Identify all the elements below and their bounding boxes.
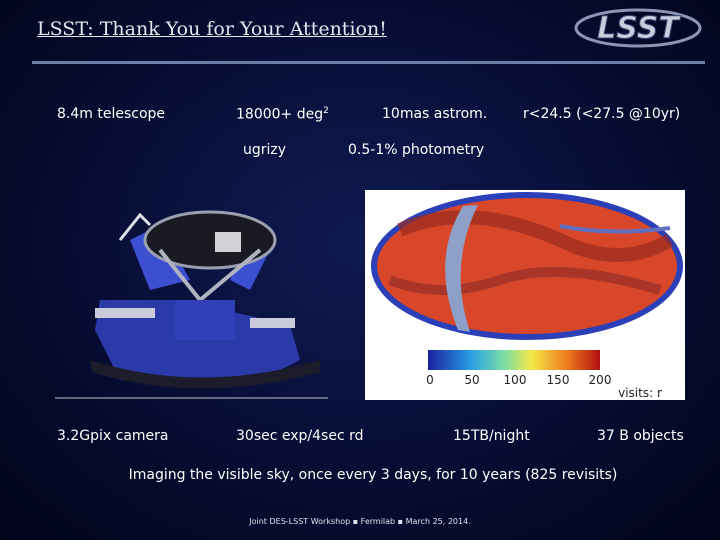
- fact: 18000+ deg2: [236, 106, 329, 123]
- logo-text: LSST: [597, 11, 681, 46]
- colorbar-tick: 100: [504, 373, 527, 387]
- colorbar-tick: 150: [547, 373, 570, 387]
- title-rule: [32, 61, 705, 64]
- colorbar-caption: visits: r: [618, 386, 662, 400]
- sky-map: 0 50 100 150 200 visits: r: [365, 190, 685, 400]
- fact: r<24.5 (<27.5 @10yr): [523, 106, 681, 122]
- fact-sup: 2: [323, 106, 329, 116]
- fact: 30sec exp/4sec rd: [236, 428, 364, 444]
- fact: 10mas astrom.: [382, 106, 488, 122]
- telescope-illustration: [55, 210, 328, 399]
- colorbar-tick: 50: [464, 373, 479, 387]
- colorbar-tick: 0: [426, 373, 434, 387]
- fact: 0.5-1% photometry: [348, 142, 485, 158]
- summary: Imaging the visible sky, once every 3 da…: [128, 467, 618, 483]
- fact: 8.4m telescope: [57, 106, 166, 122]
- footer: Joint DES-LSST Workshop ▪ Fermilab ▪ Mar…: [249, 517, 471, 526]
- fact: 37 B objects: [597, 428, 684, 444]
- fact: 15TB/night: [453, 428, 530, 444]
- colorbar-tick: 200: [589, 373, 612, 387]
- fact-text: 18000+ deg: [236, 106, 324, 123]
- fact: 3.2Gpix camera: [57, 428, 169, 444]
- logo: LSST: [574, 8, 702, 48]
- fact: ugrizy: [243, 142, 287, 158]
- title: LSST: Thank You for Your Attention!: [37, 18, 387, 40]
